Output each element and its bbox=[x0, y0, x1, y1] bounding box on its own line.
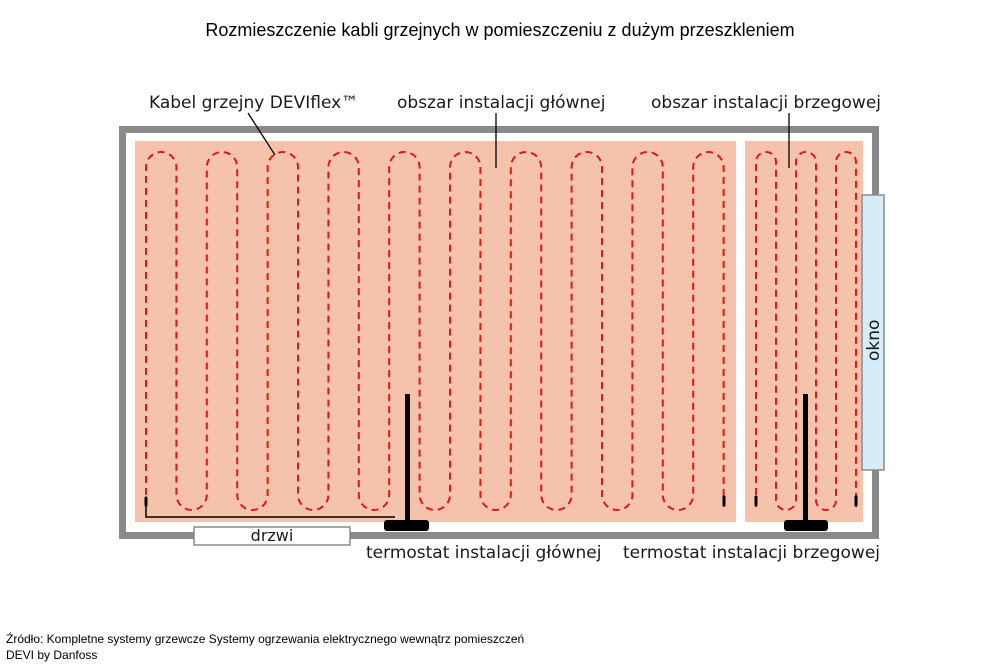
cable-label-leader bbox=[247, 112, 276, 156]
edge-thermostat-label: termostat instalacji brzegowej bbox=[623, 543, 881, 563]
main-heating-cable bbox=[145, 151, 725, 511]
door-icon bbox=[193, 526, 351, 546]
edge-area-label: obszar instalacji brzegowej bbox=[651, 93, 881, 113]
window-icon bbox=[861, 194, 885, 471]
main-installation-area bbox=[135, 141, 736, 522]
main-thermostat-label: termostat instalacji głównej bbox=[366, 543, 602, 563]
source-line-1: Źródło: Kompletne systemy grzewcze Syste… bbox=[6, 632, 525, 646]
door-label: drzwi bbox=[250, 526, 294, 545]
thermostat-icon bbox=[384, 394, 429, 531]
source-line-2: DEVI by Danfoss bbox=[6, 648, 98, 662]
cold-lead-wire bbox=[145, 504, 395, 518]
diagram-title: Rozmieszczenie kabli grzejnych w pomiesz… bbox=[205, 20, 795, 40]
thermostat-icon bbox=[784, 394, 828, 531]
window-label: okno bbox=[864, 319, 884, 361]
main-area-label: obszar instalacji głównej bbox=[397, 93, 606, 113]
cable-label: Kabel grzejny DEVIflex™ bbox=[149, 93, 359, 113]
edge-heating-cable bbox=[755, 151, 857, 511]
